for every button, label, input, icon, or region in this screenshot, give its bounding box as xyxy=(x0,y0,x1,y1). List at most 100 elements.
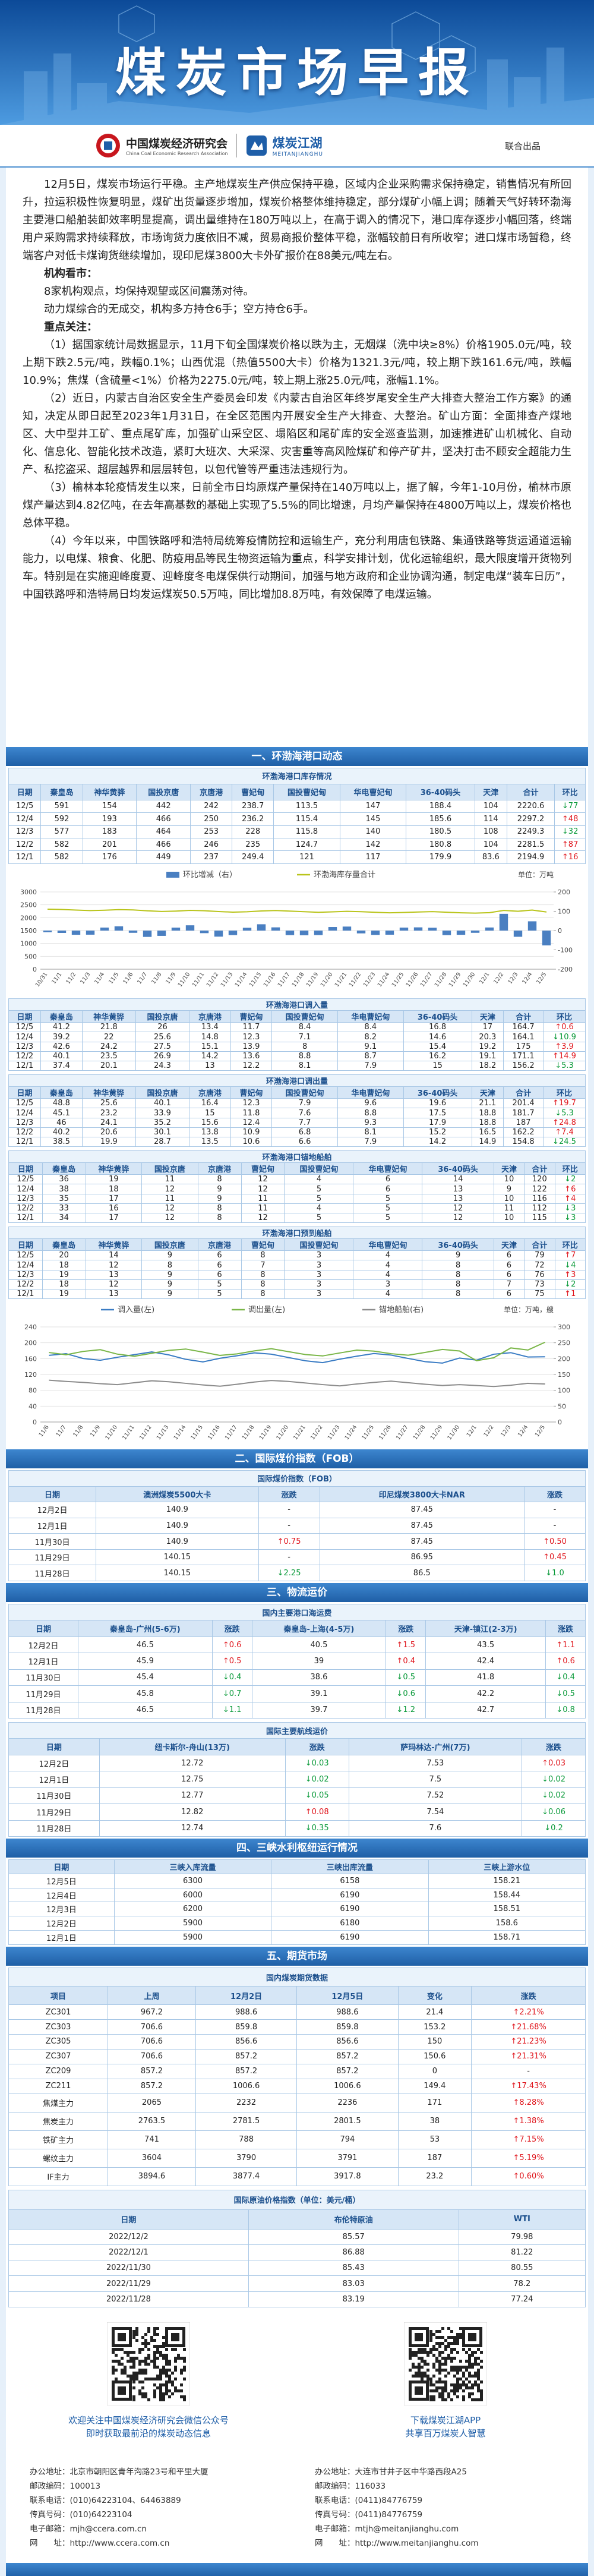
table-cell: 30.1 xyxy=(135,1127,190,1137)
table-cell: 13.9 xyxy=(230,1041,273,1052)
table-cell: ↓0.7 xyxy=(211,1685,252,1702)
table-cell: 6190 xyxy=(271,1887,429,1903)
table-cell: 114 xyxy=(474,812,507,826)
table-cell: 83.19 xyxy=(248,2291,459,2308)
table-cell: 175 xyxy=(503,1041,544,1052)
paragraph: 8家机构观点，均保持观望或区间震荡对待。 xyxy=(44,285,254,298)
table-cell: ↓0.8 xyxy=(545,1701,586,1719)
y-tick-label: 160 xyxy=(24,1355,37,1363)
table-cell: 12/1 xyxy=(8,1288,43,1300)
table-cell: ↑21.68% xyxy=(471,2019,586,2035)
qr-module xyxy=(165,2380,168,2383)
qr-module xyxy=(168,2363,171,2366)
qr-module xyxy=(456,2380,459,2383)
table-cell: ↓0.4 xyxy=(545,1669,586,1686)
qr-module xyxy=(450,2366,453,2369)
x-tick-label: 11/15 xyxy=(189,1424,204,1441)
qr-module xyxy=(159,2383,162,2386)
qr-module xyxy=(156,2375,159,2378)
table-cell: ↓24.5 xyxy=(542,1136,586,1147)
qr-module xyxy=(421,2366,424,2369)
table-cell: 7.6 xyxy=(271,1108,338,1118)
table-cell: 2022/12/2 xyxy=(8,2228,249,2245)
table-row: 11月29日 12.82 ↑0.08 7.54 ↓0.06 xyxy=(8,1803,586,1821)
table-cell: 8.7 xyxy=(337,1051,404,1061)
qr-module xyxy=(453,2339,456,2342)
table-cell: ↑6 xyxy=(554,1184,586,1194)
y-tick-label: 0 xyxy=(33,966,37,973)
table-cell: 7.9 xyxy=(337,1060,404,1071)
qr-module xyxy=(444,2348,447,2351)
legend-label: 环比增减（右） xyxy=(183,871,237,879)
qr-module xyxy=(174,2348,177,2351)
qr-module xyxy=(147,2342,150,2345)
qr-module xyxy=(147,2330,150,2333)
qr-module xyxy=(138,2363,141,2366)
column-header: 变化 xyxy=(397,1986,472,2006)
qr-module xyxy=(118,2348,121,2351)
table-cell: 3790 xyxy=(195,2148,298,2168)
qr-module xyxy=(162,2345,165,2348)
table-cell: 11月30日 xyxy=(8,1533,97,1550)
qr-module xyxy=(450,2357,453,2360)
table-cell: 158.6 xyxy=(428,1916,586,1931)
qr-module xyxy=(453,2336,456,2339)
table-cell: 181.7 xyxy=(503,1108,544,1118)
table-cell: 铁矿主力 xyxy=(8,2130,108,2149)
table-cell: 18.8 xyxy=(471,1117,504,1128)
column-header: 神华黄骅 xyxy=(81,1086,136,1099)
bar xyxy=(242,928,252,931)
column-header: 36-40码头 xyxy=(403,1086,472,1099)
qr-module xyxy=(121,2363,124,2366)
table-cell: 115.4 xyxy=(273,812,340,826)
table-cell: 5 xyxy=(353,1203,423,1213)
table-cell: 20.6 xyxy=(81,1127,136,1137)
qr-module xyxy=(438,2386,441,2389)
qr-module xyxy=(162,2336,165,2339)
table-cell: ↑2.21% xyxy=(471,2004,586,2020)
qr-module xyxy=(180,2395,183,2398)
table-cell: 40.2 xyxy=(40,1127,83,1137)
qr-module xyxy=(441,2392,444,2395)
qr-module xyxy=(456,2395,459,2398)
qr-module xyxy=(453,2342,456,2345)
qr-module xyxy=(418,2351,421,2354)
table-row: 11月28日 140.15 ↓2.25 86.5 ↓1.0 xyxy=(8,1565,586,1581)
bar xyxy=(114,926,124,931)
qr-module xyxy=(432,2375,435,2378)
table-cell: 140.9 xyxy=(96,1517,259,1534)
qr-module xyxy=(432,2354,435,2357)
table-cell: 53 xyxy=(397,2130,472,2149)
qr-module xyxy=(115,2369,118,2372)
column-header: 国投曹妃甸 xyxy=(271,1010,338,1023)
qr-module xyxy=(468,2392,471,2395)
qr-module xyxy=(429,2378,432,2380)
table-cell: 12.74 xyxy=(99,1820,286,1837)
table-cell: 6180 xyxy=(271,1916,429,1931)
table-cell: ↑14.9 xyxy=(542,1051,586,1061)
table-cell: 8.4 xyxy=(337,1022,404,1033)
bar xyxy=(100,927,109,931)
table-cell: 6.6 xyxy=(271,1136,338,1147)
table-row: 12/1 37.4 20.1 24.3 13 12.2 8.1 7.9 15 18.2 156.2 ↓… xyxy=(8,1060,586,1071)
qr-module xyxy=(177,2354,180,2357)
header-row: 日期 布伦特原油 WTI xyxy=(8,2209,586,2230)
section-title: 五、期货市场 xyxy=(6,1947,588,1966)
table-cell: 140.15 xyxy=(96,1549,259,1566)
table-cell: 12/1 xyxy=(8,1060,42,1071)
table-row: ZC307 706.6 857.2 857.2 150.6 ↑21.31% xyxy=(8,2048,586,2064)
qr-module xyxy=(477,2383,480,2386)
table-cell: ↑0.6 xyxy=(542,1022,586,1033)
qr-module xyxy=(480,2380,483,2383)
table-cell: 12.77 xyxy=(99,1787,286,1805)
column-header: 日期 xyxy=(8,1086,42,1099)
qr-finder xyxy=(118,2386,126,2395)
qr-module xyxy=(429,2336,432,2339)
qr-module xyxy=(456,2378,459,2380)
table-cell: 39.1 xyxy=(251,1685,387,1702)
table-cell: 2022/11/29 xyxy=(8,2275,249,2292)
table-cell: 12月2日 xyxy=(8,1916,115,1931)
column-header: 涨跌 xyxy=(211,1620,252,1637)
table-row: 12/4 39.2 22 25.6 14.8 12.3 7.1 8.2 14.6 20.3 164.… xyxy=(8,1032,586,1042)
qr-module xyxy=(424,2363,426,2366)
